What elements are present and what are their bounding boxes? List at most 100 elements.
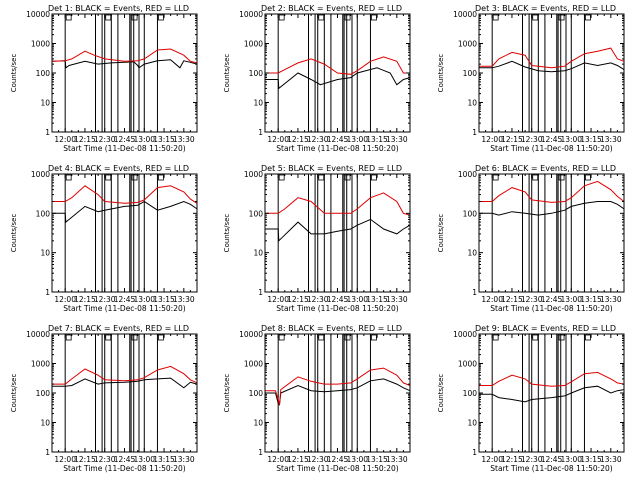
y-tick-label: 10 [253, 419, 263, 428]
lld-series-line [52, 365, 198, 385]
marker-flag [105, 14, 112, 21]
y-axis-label: Counts/sec [223, 374, 231, 413]
y-tick-label: 10000 [26, 10, 50, 19]
x-tick-label: 12:15 [287, 135, 309, 144]
x-axis-label: Start Time (11-Dec-08 11:50:20) [490, 144, 612, 153]
y-axis-label: Counts/sec [10, 214, 18, 253]
y-tick-label: 1 [258, 128, 263, 137]
data-gap-box [323, 13, 332, 133]
y-tick-label: 1000 [31, 360, 50, 369]
y-tick-label: 1000 [31, 40, 50, 49]
marker-flag [278, 334, 285, 341]
y-axis-label: Counts/sec [10, 54, 18, 93]
marker-flag [65, 14, 72, 21]
x-tick-label: 12:45 [541, 455, 563, 464]
y-tick-label: 1000 [458, 40, 477, 49]
x-tick-label: 12:45 [114, 295, 136, 304]
y-tick-label: 1000 [244, 170, 263, 179]
y-axis-label: Counts/sec [437, 54, 445, 93]
data-gap-box [129, 173, 135, 293]
x-tick-label: 13:30 [173, 455, 195, 464]
marker-flag [278, 174, 285, 181]
marker-flag [492, 334, 499, 341]
marker-flag [585, 334, 591, 341]
plot-frame [51, 333, 198, 453]
y-tick-label: 10 [467, 249, 477, 258]
x-tick-label: 12:00 [54, 295, 76, 304]
events-series-line [52, 200, 198, 224]
y-tick-label: 1 [45, 448, 50, 457]
marker-flag [105, 174, 112, 181]
x-tick-label: 13:15 [366, 295, 388, 304]
x-tick-label: 13:15 [153, 295, 175, 304]
data-gap-box [110, 173, 119, 293]
panel-title: Det 7: BLACK = Events, RED = LLD [48, 324, 189, 333]
data-gap-box [537, 333, 546, 453]
events-series-line [265, 67, 411, 90]
panel-det-9: Det 9: BLACK = Events, RED = LLD 1 10 100 10… [437, 324, 625, 473]
x-tick-label: 12:00 [54, 455, 76, 464]
marker-flag [131, 334, 138, 341]
x-tick-label: 12:15 [501, 295, 523, 304]
marker-flag [158, 14, 164, 21]
x-tick-label: 12:45 [327, 135, 349, 144]
marker-flag [558, 334, 565, 341]
y-tick-label: 100 [249, 389, 264, 398]
x-axis-label: Start Time (11-Dec-08 11:50:20) [490, 464, 612, 473]
lld-series-line [265, 56, 410, 75]
marker-flag [318, 334, 325, 341]
marker-flag [105, 334, 112, 341]
panel-title: Det 3: BLACK = Events, RED = LLD [475, 4, 616, 13]
data-gap-box [308, 13, 316, 133]
x-tick-label: 13:15 [580, 455, 602, 464]
events-series-line [51, 59, 198, 69]
x-tick-label: 12:15 [287, 295, 309, 304]
y-axis-label: Counts/sec [437, 374, 445, 413]
y-tick-label: 1 [45, 128, 50, 137]
marker-flag [532, 334, 539, 341]
x-tick-label: 13:00 [346, 455, 368, 464]
marker-flag [585, 14, 591, 21]
marker-flag [492, 14, 499, 21]
y-tick-label: 1 [258, 448, 263, 457]
panel-det-5: Det 5: BLACK = Events, RED = LLD 1 10 100 10… [223, 164, 411, 313]
marker-flag [558, 14, 565, 21]
panel-title: Det 2: BLACK = Events, RED = LLD [261, 4, 402, 13]
x-axis-label: Start Time (11-Dec-08 11:50:20) [276, 144, 398, 153]
x-tick-label: 12:30 [94, 135, 116, 144]
x-tick-label: 13:00 [560, 295, 582, 304]
x-tick-label: 12:45 [114, 135, 136, 144]
x-tick-label: 13:00 [560, 135, 582, 144]
data-gap-box [522, 333, 530, 453]
marker-flag [371, 334, 377, 341]
plot-frame [51, 13, 198, 133]
data-gap-box [522, 13, 530, 133]
x-tick-label: 12:30 [521, 455, 543, 464]
marker-flag [65, 174, 72, 181]
panel-title: Det 9: BLACK = Events, RED = LLD [475, 324, 616, 333]
marker-flag [158, 174, 164, 181]
x-tick-label: 12:00 [481, 455, 503, 464]
y-tick-label: 10 [467, 99, 477, 108]
x-tick-label: 12:15 [74, 295, 96, 304]
y-tick-label: 10000 [239, 330, 263, 339]
lld-series-line [479, 47, 625, 69]
y-tick-label: 100 [36, 69, 51, 78]
data-gap-box [342, 13, 348, 133]
x-tick-label: 12:30 [521, 295, 543, 304]
x-tick-label: 13:30 [600, 455, 622, 464]
x-tick-label: 13:15 [580, 295, 602, 304]
lld-series-line [265, 192, 411, 216]
x-tick-label: 13:15 [153, 455, 175, 464]
y-tick-label: 1000 [244, 360, 263, 369]
x-tick-label: 12:00 [267, 455, 289, 464]
x-tick-label: 13:00 [133, 295, 155, 304]
y-tick-label: 1000 [244, 40, 263, 49]
data-gap-box [308, 333, 316, 453]
y-tick-label: 1000 [458, 170, 477, 179]
marker-flag [532, 14, 539, 21]
events-series-line [479, 60, 625, 73]
marker-flag [344, 14, 351, 21]
events-series-line [265, 378, 411, 406]
data-gap-box [342, 173, 348, 293]
